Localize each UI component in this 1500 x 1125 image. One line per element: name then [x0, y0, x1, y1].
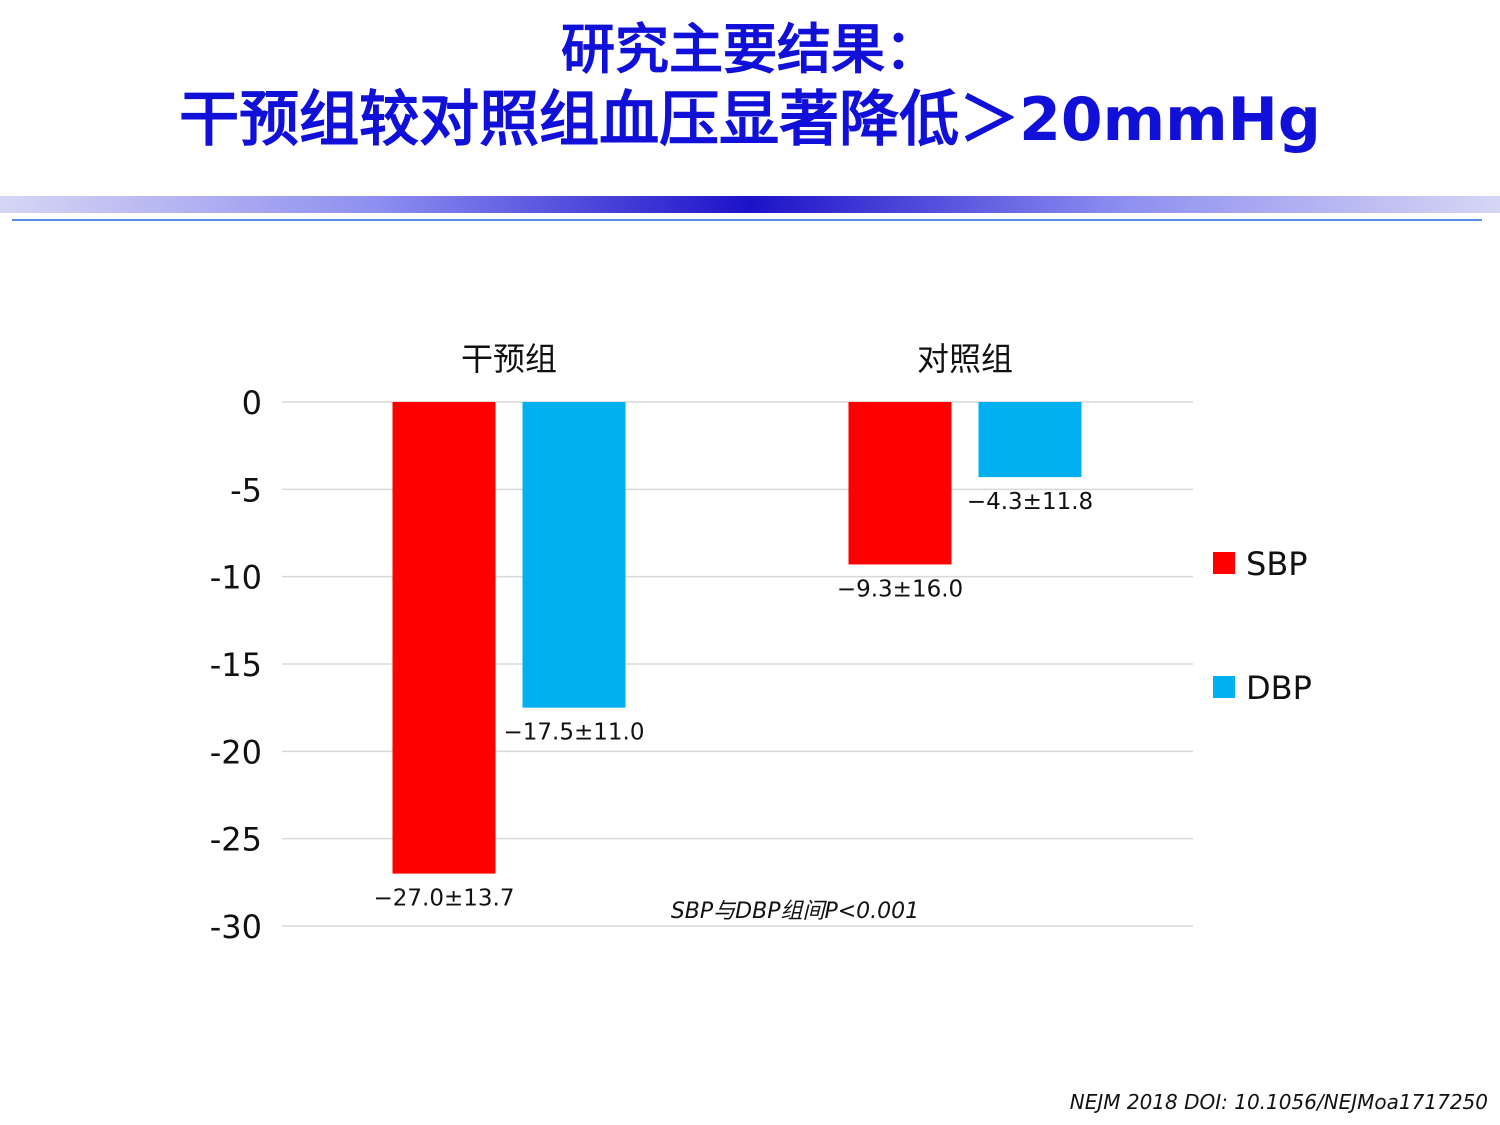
- category-label: 对照组: [917, 340, 1013, 378]
- bar-dbp: [522, 402, 626, 708]
- p-value-annotation: SBP与DBP组间P<0.001: [671, 899, 919, 924]
- slide-title-line-1: 研究主要结果：: [561, 18, 939, 81]
- bar-dbp: [978, 402, 1082, 478]
- y-tick-label: -5: [230, 471, 262, 509]
- legend-label-dbp: DBP: [1246, 669, 1312, 707]
- y-tick-label: -25: [210, 821, 262, 859]
- y-tick-label: 0: [242, 384, 262, 422]
- legend-swatch-dbp: [1213, 676, 1235, 698]
- data-label: −4.3±11.8: [967, 489, 1093, 515]
- legend-swatch-sbp: [1213, 552, 1235, 574]
- y-tick-label: -15: [210, 646, 262, 684]
- y-tick-label: -30: [210, 908, 262, 946]
- slide-title-line-2: 干预组较对照组血压显著降低＞20mmHg: [179, 85, 1321, 155]
- legend-label-sbp: SBP: [1246, 545, 1308, 583]
- citation: NEJM 2018 DOI: 10.1056/NEJMoa1717250: [1069, 1090, 1488, 1114]
- category-label: 干预组: [461, 340, 557, 378]
- y-tick-label: -20: [210, 733, 262, 771]
- data-label: −17.5±11.0: [504, 720, 645, 746]
- bar-sbp: [848, 402, 952, 565]
- title-divider-band: [0, 196, 1500, 213]
- bar-sbp: [392, 402, 496, 874]
- data-label: −9.3±16.0: [837, 576, 963, 602]
- title-divider-line: [12, 219, 1482, 221]
- y-tick-label: -10: [210, 559, 262, 597]
- data-label: −27.0±13.7: [374, 886, 515, 912]
